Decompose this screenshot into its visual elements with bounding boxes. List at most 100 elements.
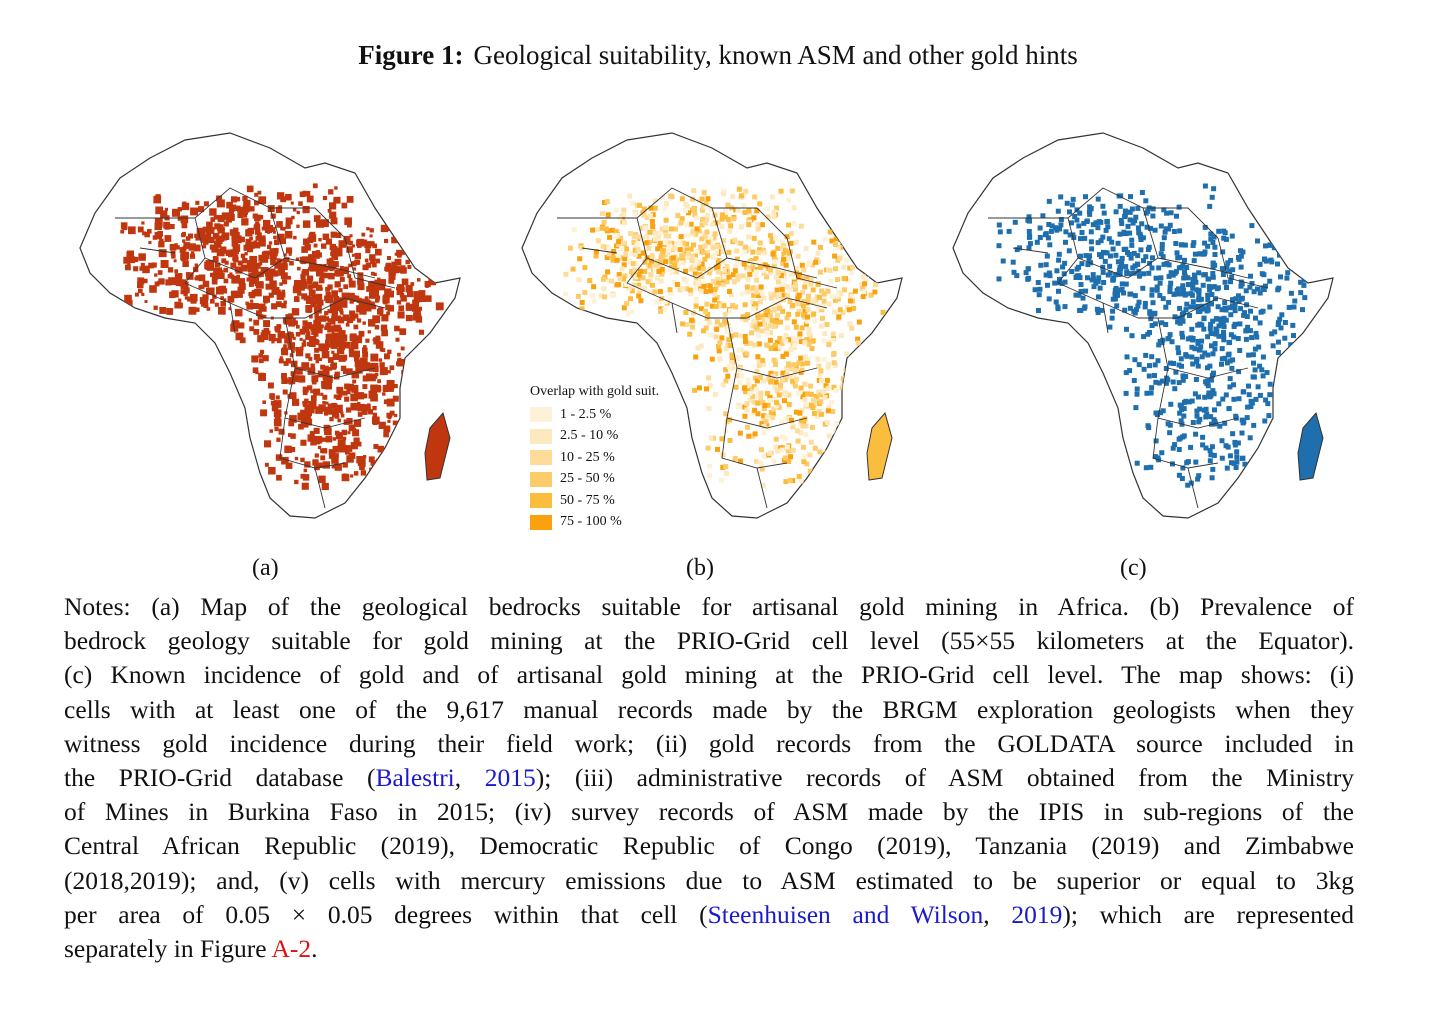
map-cell — [338, 252, 343, 257]
map-cell — [714, 294, 720, 300]
map-cell — [1148, 316, 1154, 322]
map-cell — [840, 310, 846, 315]
citation-link-steenhuisen[interactable]: Steenhuisen and Wilson — [707, 899, 984, 929]
map-cell — [838, 291, 844, 296]
map-cell — [354, 432, 358, 436]
map-cell — [662, 205, 668, 211]
map-cell — [719, 212, 725, 218]
map-cell — [230, 262, 237, 269]
map-cell — [353, 267, 357, 271]
map-cell — [1269, 234, 1275, 240]
map-cell — [1234, 454, 1240, 460]
map-cell — [354, 252, 361, 260]
map-cell — [1237, 348, 1243, 353]
map-cell — [1237, 321, 1243, 327]
map-cell — [790, 303, 796, 308]
map-cell — [795, 253, 801, 259]
figure-ref-link[interactable]: A-2 — [271, 934, 312, 964]
map-cell — [836, 314, 842, 320]
map-cell — [1123, 281, 1129, 287]
legend-swatch-5 — [530, 493, 552, 509]
map-cell — [232, 244, 241, 252]
map-cell — [1229, 460, 1234, 466]
map-cell — [705, 196, 711, 202]
map-cell — [425, 284, 429, 288]
map-cell — [1119, 255, 1125, 261]
map-cell — [757, 299, 763, 305]
map-cell — [1179, 406, 1185, 412]
map-cell — [772, 342, 778, 348]
map-cell — [760, 357, 766, 363]
map-cell — [1291, 245, 1297, 251]
map-cell — [771, 254, 777, 260]
map-cell — [1176, 362, 1182, 368]
map-cell — [814, 413, 820, 419]
map-cell — [781, 276, 787, 282]
map-cell — [1238, 306, 1244, 312]
map-cell — [339, 338, 344, 343]
map-cell — [698, 244, 704, 250]
map-cell — [768, 295, 774, 301]
map-cell — [1180, 287, 1186, 293]
map-cell — [631, 240, 637, 245]
map-cell — [339, 330, 346, 337]
map-cell — [1245, 324, 1251, 330]
map-cell — [747, 391, 753, 396]
map-cell — [1194, 359, 1199, 365]
map-cell — [570, 266, 576, 272]
map-cell — [713, 220, 718, 226]
map-cell — [318, 475, 326, 483]
map-cell — [723, 378, 729, 384]
map-cell — [761, 267, 767, 273]
map-cell — [1026, 229, 1032, 234]
map-cell — [1163, 304, 1169, 310]
map-cell — [794, 376, 800, 382]
map-cell — [800, 394, 806, 400]
map-cell — [1090, 222, 1096, 228]
map-cell — [332, 445, 340, 453]
map-cell — [787, 477, 793, 483]
map-cell — [657, 231, 663, 237]
map-cell — [745, 312, 751, 318]
map-cell — [1133, 307, 1139, 313]
map-cell — [821, 338, 827, 344]
map-cell — [1088, 229, 1094, 235]
legend: Overlap with gold suit. 1 - 2.5 % 2.5 - … — [530, 384, 659, 533]
map-cell — [1100, 234, 1106, 240]
map-cell — [829, 238, 835, 244]
map-cell — [1286, 304, 1292, 310]
map-cell — [802, 354, 808, 360]
map-cell — [703, 308, 708, 314]
map-cell — [242, 195, 248, 202]
map-cell — [848, 418, 854, 424]
map-cell — [777, 305, 783, 311]
map-cell — [429, 250, 437, 258]
map-cell — [362, 384, 368, 390]
map-cell — [1282, 335, 1288, 341]
map-cell — [803, 321, 809, 327]
map-cell — [632, 247, 638, 253]
citation-year-link-steenhuisen[interactable]: 2019 — [1011, 899, 1063, 929]
map-cell — [1279, 394, 1285, 400]
citation-link-balestri[interactable]: Balestri — [375, 763, 455, 793]
citation-year-link-balestri[interactable]: 2015 — [484, 763, 536, 793]
map-cell — [713, 334, 719, 340]
map-cell — [851, 426, 857, 432]
map-cell — [148, 241, 152, 245]
map-cell — [239, 236, 245, 243]
map-cell — [610, 293, 615, 298]
map-cell — [415, 356, 420, 361]
map-cell — [796, 390, 801, 396]
map-cell — [1140, 285, 1146, 291]
map-cell — [707, 463, 712, 469]
map-cell — [1124, 271, 1130, 277]
map-cell — [736, 186, 742, 192]
map-cell — [691, 226, 696, 232]
map-cell — [789, 417, 794, 423]
map-cell — [275, 301, 282, 308]
map-cell — [1142, 304, 1148, 310]
map-cell — [756, 293, 762, 298]
map-cell — [1175, 255, 1181, 261]
map-cell — [1292, 237, 1298, 242]
map-cell — [753, 269, 759, 275]
